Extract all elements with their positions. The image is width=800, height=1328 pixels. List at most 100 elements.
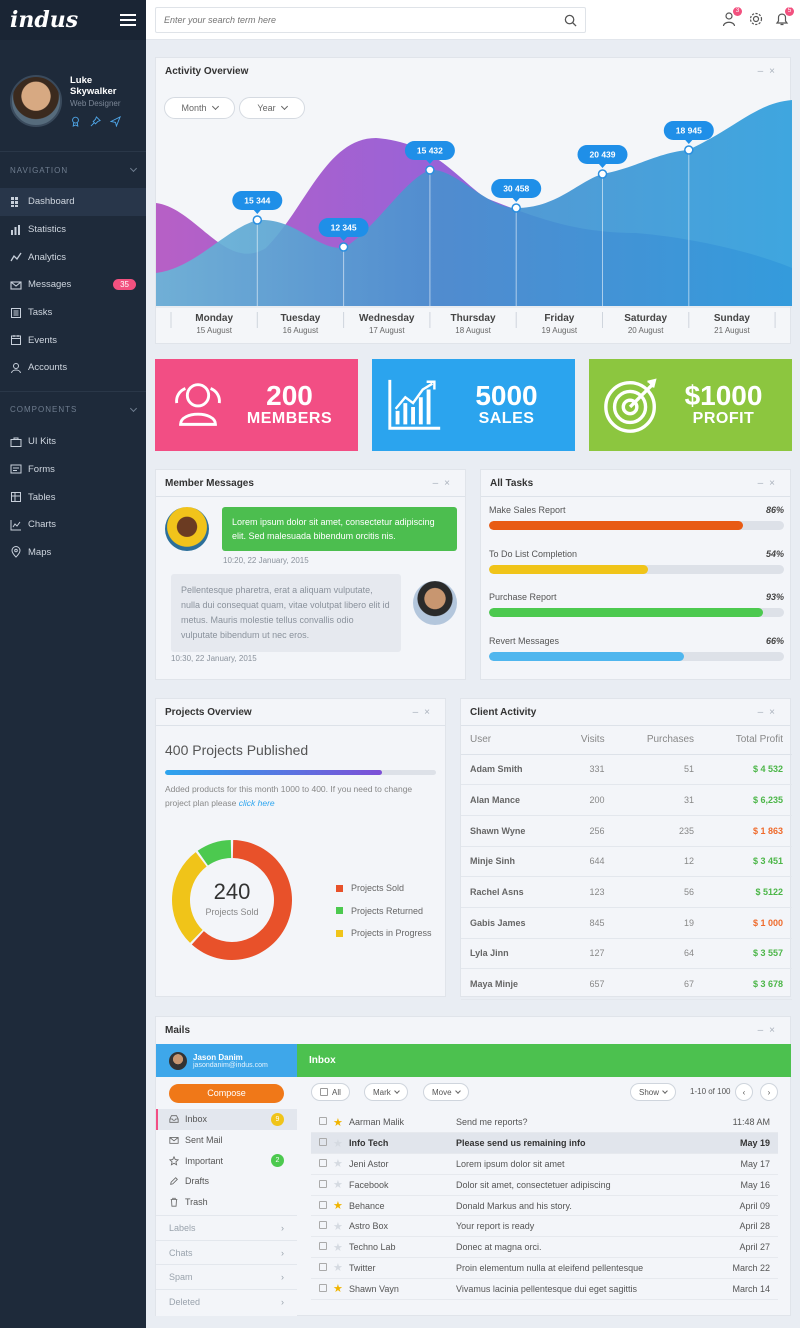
mail-row[interactable]: ★ Behance Donald Markus and his story. Apri… <box>311 1195 778 1217</box>
mail-checkbox[interactable] <box>319 1221 327 1230</box>
stat-card-sales[interactable]: 5000 SALES <box>372 359 575 451</box>
col-total-profit[interactable]: Total Profit <box>704 726 792 755</box>
star-icon[interactable]: ★ <box>333 1153 349 1175</box>
year-dropdown[interactable]: Year <box>239 97 305 119</box>
sidebar-item-dashboard[interactable]: Dashboard <box>0 188 146 216</box>
avatar[interactable] <box>10 74 62 127</box>
sidebar-item-tasks[interactable]: Tasks <box>0 299 146 327</box>
select-all-button[interactable]: All <box>311 1083 350 1101</box>
mail-row[interactable]: ★ Jeni Astor Lorem ipsum dolor sit amet May… <box>311 1153 778 1175</box>
table-row[interactable]: Shawn Wyne 256 235 $ 1 863 <box>461 815 792 847</box>
section-chats[interactable]: Chats › <box>156 1239 297 1265</box>
star-icon[interactable]: ★ <box>333 1174 349 1196</box>
mail-row[interactable]: ★ Shawn Vayn Vivamus lacinia pellentesque … <box>311 1278 778 1300</box>
move-button[interactable]: Move <box>423 1083 469 1101</box>
mail-row[interactable]: ★ Techno Lab Donec at magna orci. April 27 <box>311 1236 778 1259</box>
sidebar-item-charts[interactable]: Charts <box>0 511 146 539</box>
close-icon[interactable]: × <box>769 1025 781 1036</box>
folder-important[interactable]: Important 2 <box>156 1150 297 1171</box>
table-row[interactable]: Adam Smith 331 51 $ 4 532 <box>461 754 792 786</box>
bell-icon[interactable]: 5 <box>774 7 794 27</box>
donut-segment-projects-returned[interactable] <box>197 840 232 866</box>
section-labels[interactable]: Labels › <box>156 1215 297 1240</box>
folder-drafts[interactable]: Drafts <box>156 1171 297 1192</box>
table-row[interactable]: Gabis James 845 19 $ 1 000 <box>461 907 792 939</box>
sidebar-item-events[interactable]: Events <box>0 326 146 354</box>
minimize-icon[interactable]: – <box>757 477 770 489</box>
mail-checkbox[interactable] <box>319 1283 327 1292</box>
mail-row[interactable]: ★ Aarman Malik Send me reports? 11:48 AM <box>311 1112 778 1134</box>
folder-inbox[interactable]: Inbox 9 <box>156 1109 297 1130</box>
minimize-icon[interactable]: – <box>412 706 425 718</box>
star-icon[interactable]: ★ <box>333 1132 349 1155</box>
section-deleted[interactable]: Deleted › <box>156 1288 297 1314</box>
search-icon[interactable] <box>564 14 577 27</box>
stat-card-members[interactable]: 200 MEMBERS <box>155 359 358 451</box>
donut-segment-projects-in-progress[interactable] <box>172 852 207 943</box>
sidebar-item-ui-kits[interactable]: UI Kits <box>0 428 146 456</box>
show-button[interactable]: Show <box>630 1083 677 1101</box>
compose-button[interactable]: Compose <box>169 1084 284 1103</box>
mark-button[interactable]: Mark <box>364 1083 408 1101</box>
col-user[interactable]: User <box>461 726 562 755</box>
folder-sent-mail[interactable]: Sent Mail <box>156 1130 297 1151</box>
mail-checkbox[interactable] <box>319 1242 327 1251</box>
sidebar-item-analytics[interactable]: Analytics <box>0 243 146 271</box>
star-icon[interactable]: ★ <box>333 1195 349 1217</box>
mail-row[interactable]: ★ Twitter Proin elementum nulla at eleifen… <box>311 1257 778 1279</box>
table-row[interactable]: Lyla Jinn 127 64 $ 3 557 <box>461 938 792 970</box>
user-notifications-icon[interactable]: 3 <box>722 7 742 27</box>
stat-card-profit[interactable]: $1000 PROFIT <box>589 359 792 451</box>
col-visits[interactable]: Visits <box>561 726 615 755</box>
components-section-header[interactable]: COMPONENTS <box>0 392 146 428</box>
section-spam[interactable]: Spam › <box>156 1264 297 1289</box>
send-icon[interactable] <box>109 115 121 128</box>
sidebar-item-forms[interactable]: Forms <box>0 456 146 484</box>
close-icon[interactable]: × <box>769 477 781 489</box>
account-avatar[interactable] <box>169 1051 187 1070</box>
table-row[interactable]: Minje Sinh 644 12 $ 3 451 <box>461 846 792 878</box>
col-purchases[interactable]: Purchases <box>614 726 705 755</box>
data-point[interactable] <box>684 145 694 155</box>
close-icon[interactable]: × <box>444 477 456 489</box>
mail-row[interactable]: ★ Facebook Dolor sit amet, consectetuer ad… <box>311 1174 778 1196</box>
data-point[interactable] <box>338 242 349 252</box>
table-row[interactable]: Alan Mance 200 31 $ 6,235 <box>461 784 792 816</box>
receiver-avatar[interactable] <box>413 581 457 625</box>
month-dropdown[interactable]: Month <box>164 97 235 119</box>
data-point[interactable] <box>425 165 435 175</box>
mail-checkbox[interactable] <box>319 1117 327 1126</box>
prev-page-button[interactable]: ‹ <box>735 1083 753 1101</box>
next-page-button[interactable]: › <box>760 1083 778 1101</box>
sidebar-item-maps[interactable]: Maps <box>0 539 146 567</box>
data-point[interactable] <box>597 169 608 179</box>
data-point[interactable] <box>252 215 263 225</box>
mail-checkbox[interactable] <box>319 1200 327 1209</box>
minimize-icon[interactable]: – <box>757 66 770 77</box>
search-input[interactable] <box>164 15 564 25</box>
sidebar-item-accounts[interactable]: Accounts <box>0 354 146 382</box>
donut-segment-projects-sold[interactable] <box>191 840 292 960</box>
mail-checkbox[interactable] <box>319 1262 327 1271</box>
sidebar-item-statistics[interactable]: Statistics <box>0 216 146 244</box>
star-icon[interactable]: ★ <box>333 1215 349 1238</box>
sidebar-item-messages[interactable]: Messages 35 <box>0 271 146 299</box>
minimize-icon[interactable]: – <box>757 1025 770 1036</box>
data-point[interactable] <box>511 203 521 213</box>
hamburger-menu-icon[interactable] <box>120 14 136 26</box>
star-icon[interactable]: ★ <box>333 1236 349 1259</box>
click-here-link[interactable]: click here <box>238 798 275 808</box>
award-icon[interactable] <box>70 116 81 127</box>
minimize-icon[interactable]: – <box>757 706 770 718</box>
close-icon[interactable]: × <box>769 706 781 718</box>
mail-row[interactable]: ★ Astro Box Your report is ready April 28 <box>311 1215 778 1238</box>
sidebar-item-tables[interactable]: Tables <box>0 483 146 511</box>
sender-avatar[interactable] <box>165 507 209 551</box>
mail-checkbox[interactable] <box>319 1138 327 1147</box>
mail-checkbox[interactable] <box>319 1179 327 1188</box>
folder-trash[interactable]: Trash <box>156 1192 297 1213</box>
gear-icon[interactable] <box>748 11 764 27</box>
star-icon[interactable]: ★ <box>333 1257 349 1279</box>
navigation-section-header[interactable]: NAVIGATION <box>0 152 146 188</box>
close-icon[interactable]: × <box>424 706 436 718</box>
